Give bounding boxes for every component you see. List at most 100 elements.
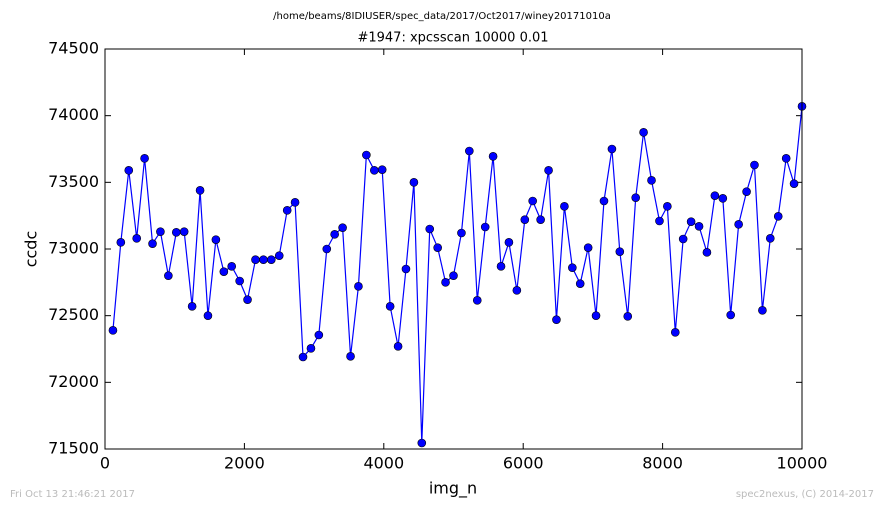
data-point [417,438,427,448]
data-point [195,186,205,195]
data-point [591,311,601,320]
data-point [758,306,767,315]
data-point [243,295,252,304]
data-point [346,352,355,361]
x-tick-label: 4000 [363,454,404,473]
data-point [702,248,712,257]
data-point [520,215,530,224]
x-axis-label: img_n [429,479,477,499]
data-point [259,255,268,264]
data-point [789,179,799,188]
data-point [148,239,157,248]
data-point [742,187,751,196]
data-point [164,271,173,280]
data-point [623,312,633,321]
data-point [298,352,308,362]
data-point [734,220,743,229]
x-tick-label: 6000 [503,454,544,473]
data-point [116,238,126,247]
footer-left: Fri Oct 13 21:46:21 2017 [10,489,135,500]
data-point [179,227,189,236]
data-point [694,222,704,231]
data-point [393,342,403,351]
data-point [219,267,229,276]
x-tick-label: 0 [100,454,110,473]
data-point [718,194,728,203]
data-point [156,227,165,236]
data-point [583,243,593,252]
data-point [639,128,648,137]
data-point [615,247,625,256]
data-point [750,160,759,170]
data-point [496,262,506,271]
data-point [203,311,213,320]
data-point [425,224,435,234]
data-point [338,223,347,232]
footer-right: spec2nexus, (C) 2014-2017 [736,489,874,500]
data-point [631,193,640,202]
data-point [670,328,680,337]
x-tick-label: 2000 [224,454,265,473]
data-point [187,302,197,311]
data-point [504,238,514,247]
y-tick-label: 73500 [48,172,99,191]
data-point [306,344,316,353]
data-point [211,235,221,244]
y-tick-label: 73000 [48,239,99,258]
data-point [536,215,545,224]
chart-title: #1947: xpcsscan 10000 0.01 [357,31,548,46]
y-tick-label: 72000 [48,372,99,391]
data-point [290,198,300,207]
suptitle: /home/beams/8IDIUSER/spec_data/2017/Oct2… [273,11,611,22]
data-point [274,251,284,260]
x-tick-label: 10000 [777,454,828,473]
data-point [655,216,664,226]
data-point [401,264,411,274]
data-point [465,146,474,156]
data-point [370,166,379,175]
data-point [251,255,260,264]
data-point [433,243,442,252]
series-line [112,106,803,444]
data-point [568,263,577,272]
data-point [663,202,672,211]
data-point [267,255,276,264]
data-point [781,154,791,163]
data-point [124,166,134,175]
data-point [409,178,419,187]
data-point [235,276,244,286]
data-point [377,165,387,174]
data-point [488,152,498,161]
y-tick-label: 72500 [48,305,99,324]
data-point [480,222,490,232]
data-point [449,271,458,280]
data-point [678,234,688,244]
data-point [314,330,324,340]
data-point [322,244,332,254]
data-point [362,150,371,160]
data-point [354,282,363,291]
data-point [765,234,775,243]
data-point [726,310,735,320]
data-point [140,154,149,163]
data-point [560,202,569,211]
data-point [330,230,339,239]
data-point [172,228,181,237]
data-point [599,196,609,206]
plot-frame [104,48,803,450]
data-point [132,234,142,243]
y-axis-label: ccdc [22,231,41,268]
data-point [552,315,561,324]
data-point [472,296,482,305]
data-point [108,326,118,335]
data-point [282,206,292,215]
y-tick-label: 74000 [48,105,99,124]
data-point [385,302,395,311]
data-point [227,262,237,271]
data-point [607,144,617,154]
data-point [512,286,522,295]
data-point [647,176,656,185]
data-point [457,228,466,238]
data-point [528,196,537,206]
